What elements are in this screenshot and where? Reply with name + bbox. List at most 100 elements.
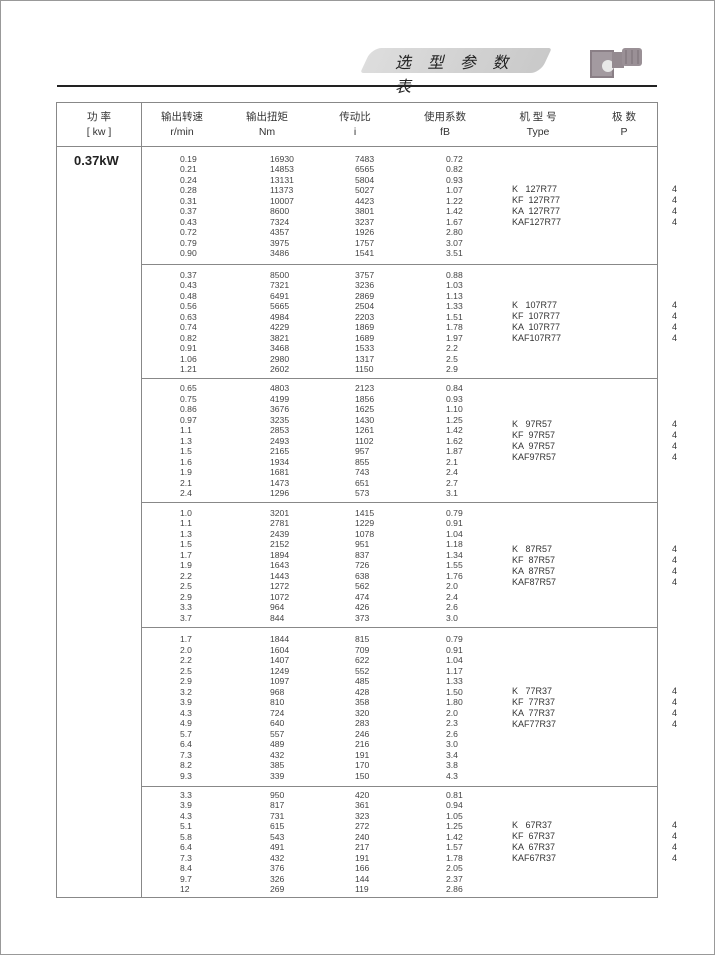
torque-cell: 1934 [270, 456, 290, 467]
service-factor-cell: 2.0 [446, 707, 458, 718]
ratio-cell: 361 [355, 800, 370, 810]
speed-cell: 1.9 [180, 560, 192, 571]
type-row: KAF87R57 4 [142, 577, 677, 588]
torque-cell: 14853 [270, 164, 294, 174]
speed-cell: 9.7 [180, 873, 192, 884]
table-row: 2.1 1473 651 2.7 [142, 478, 657, 489]
service-factor-cell: 1.87 [446, 446, 463, 457]
ratio-cell: 1430 [355, 414, 375, 425]
poles-cell: 4 [672, 696, 678, 707]
ratio-cell: 5027 [355, 185, 375, 195]
ratio-cell: 426 [355, 602, 370, 613]
table-row: 2.5 1272 562 2.0 [142, 581, 657, 592]
speed-cell: 0.82 [180, 332, 197, 343]
ratio-cell: 150 [355, 770, 370, 781]
service-factor-cell: 2.5 [446, 353, 458, 364]
speed-cell: 0.79 [180, 237, 197, 248]
speed-cell: 2.2 [180, 655, 192, 665]
poles-cell: 4 [672, 184, 678, 194]
type-cell: KF 97R57 [512, 430, 556, 440]
service-factor-cell: 1.33 [446, 676, 463, 686]
type-row: KF 127R77 4 [142, 195, 677, 206]
torque-cell: 7321 [270, 280, 290, 290]
service-factor-cell: 1.76 [446, 570, 463, 581]
torque-cell: 3486 [270, 248, 290, 258]
ratio-cell: 240 [355, 831, 370, 842]
ratio-cell: 144 [355, 873, 370, 884]
service-factor-cell: 1.05 [446, 810, 463, 821]
poles-cell: 4 [672, 206, 678, 216]
ratio-cell: 562 [355, 581, 370, 592]
ratio-cell: 373 [355, 612, 370, 623]
table-row: 0.63 4984 2203 1.51 [142, 312, 657, 323]
service-factor-cell: 2.4 [446, 591, 458, 602]
service-factor-cell: 1.13 [446, 290, 463, 301]
type-cell: KAF107R77 [512, 333, 562, 343]
speed-cell: 3.3 [180, 602, 192, 613]
type-cell: KA 127R77 [512, 206, 561, 216]
ratio-cell: 420 [355, 789, 370, 800]
ratio-cell: 573 [355, 488, 370, 499]
table-row: 5.8 543 240 1.42 [142, 832, 657, 843]
speed-cell: 0.75 [180, 393, 197, 404]
data-block: 0.19 16930 7483 0.72 0.21 14853 6565 0.82 0.24 13… [142, 147, 677, 265]
table-row: 5.1 615 272 1.25 [142, 821, 657, 832]
table-row: 0.74 4229 1869 1.78 [142, 322, 657, 333]
column-header: 极 数 P [579, 110, 669, 140]
torque-cell: 4357 [270, 227, 290, 237]
ratio-cell: 2203 [355, 311, 375, 322]
table-row: 2.2 1443 638 1.76 [142, 571, 657, 582]
service-factor-cell: 1.10 [446, 404, 463, 415]
column-header: 使用系数 fB [400, 110, 490, 140]
speed-cell: 2.1 [180, 477, 192, 488]
table-row: 1.1 2781 1229 0.91 [142, 518, 657, 529]
type-cell: K 97R57 [512, 419, 553, 429]
torque-cell: 1643 [270, 560, 290, 571]
table-row: 6.4 491 217 1.57 [142, 842, 657, 853]
poles-cell: 4 [672, 430, 678, 440]
type-cell: KF 107R77 [512, 311, 561, 321]
service-factor-cell: 2.6 [446, 728, 458, 739]
table-row: 0.28 11373 5027 1.07 [142, 185, 657, 196]
service-factor-cell: 2.1 [446, 456, 458, 467]
type-row: KF 67R37 4 [142, 831, 677, 842]
ratio-cell: 1856 [355, 393, 375, 404]
service-factor-cell: 2.9 [446, 364, 458, 374]
page-title: 选 型 参 数 表 [395, 55, 515, 96]
torque-cell: 1407 [270, 655, 290, 665]
type-row: KAF97R57 4 [142, 452, 677, 463]
type-cell: KA 97R57 [512, 441, 556, 451]
torque-cell: 3676 [270, 404, 290, 415]
service-factor-cell: 0.94 [446, 800, 463, 810]
table-row: 9.3 339 150 4.3 [142, 771, 657, 782]
service-factor-cell: 1.42 [446, 831, 463, 842]
ratio-cell: 358 [355, 697, 370, 707]
type-cell: KF 77R37 [512, 696, 556, 707]
ratio-cell: 1150 [355, 364, 374, 374]
ratio-cell: 1229 [355, 518, 375, 529]
table-row: 3.2 968 428 1.50 [142, 687, 657, 698]
torque-cell: 3821 [270, 332, 290, 343]
torque-cell: 376 [270, 863, 285, 873]
speed-cell: 0.28 [180, 185, 197, 195]
speed-cell: 1.5 [180, 539, 192, 550]
column-header-unit: Nm [258, 126, 276, 138]
service-factor-cell: 1.25 [446, 414, 463, 425]
type-row: KA 127R77 4 [142, 206, 677, 217]
torque-cell: 6491 [270, 290, 290, 301]
ratio-cell: 638 [355, 570, 370, 581]
table-row: 2.9 1072 474 2.4 [142, 592, 657, 603]
torque-cell: 968 [270, 686, 285, 697]
torque-cell: 4984 [270, 311, 290, 322]
type-row: K 87R57 4 [142, 544, 677, 555]
torque-cell: 640 [270, 718, 285, 728]
speed-cell: 4.3 [180, 707, 192, 718]
speed-cell: 0.86 [180, 404, 197, 415]
column-header-zh: 输出扭矩 [246, 111, 288, 123]
service-factor-cell: 3.4 [446, 749, 458, 760]
ratio-cell: 1317 [355, 353, 375, 364]
speed-cell: 0.43 [180, 280, 197, 290]
poles-cell: 4 [672, 576, 678, 587]
torque-cell: 4199 [270, 393, 290, 404]
torque-cell: 1443 [270, 570, 290, 581]
